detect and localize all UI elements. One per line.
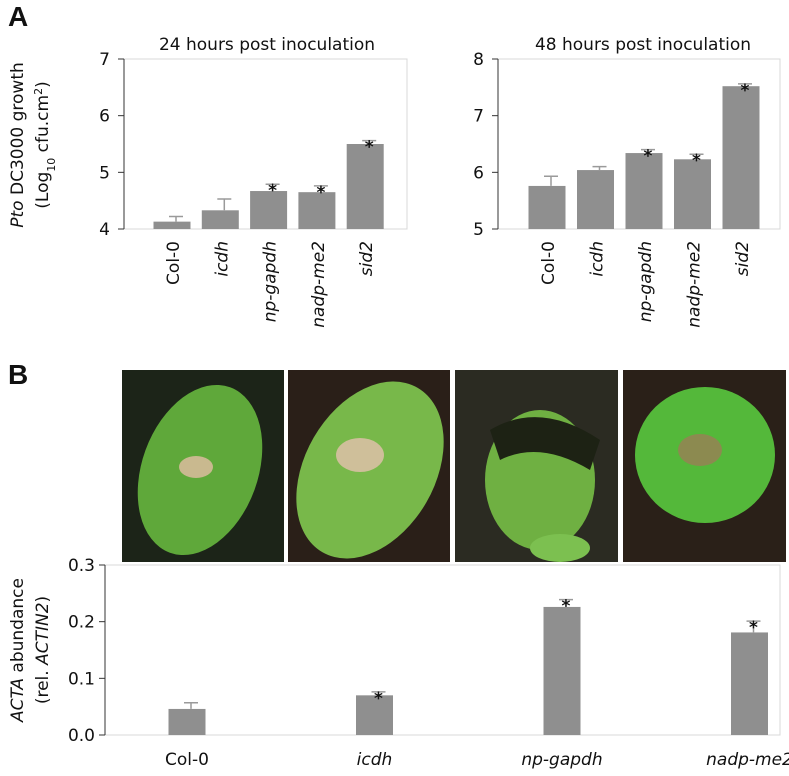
error-bar	[689, 153, 704, 160]
bar	[722, 86, 760, 229]
x-tick-label: np-gapdh	[636, 241, 656, 322]
x-tick-label: sid2	[357, 241, 377, 276]
error-bar	[362, 139, 377, 144]
x-tick-label: np-gapdh	[521, 750, 602, 770]
y-axis-label-part: 2	[32, 88, 45, 95]
plot-frame	[104, 564, 781, 736]
y-axis-label-part: )	[33, 81, 53, 88]
leaf-photos	[122, 370, 786, 562]
y-tick-label: 7	[473, 107, 484, 127]
y-axis-label-part: abundance	[8, 578, 28, 678]
y-tick-label: 4	[99, 220, 110, 240]
y-tick-label: 0.1	[68, 669, 95, 689]
y-tick-label: 5	[99, 163, 110, 183]
bar	[674, 159, 711, 229]
error-bar	[738, 83, 752, 87]
y-axis-label: (rel. ACTIN2)	[33, 596, 53, 704]
bar	[250, 191, 288, 229]
y-axis-label-part: (Log	[33, 172, 53, 209]
bar	[731, 632, 768, 735]
x-tick-label: Col-0	[539, 241, 559, 285]
significance-star: *	[374, 689, 383, 709]
x-tick-label: sid2	[733, 241, 753, 276]
significance-star: *	[644, 147, 653, 167]
y-axis-label-part: (rel.	[33, 665, 53, 704]
chart-title: 48 hours post inoculation	[535, 35, 751, 55]
y-tick-label: 5	[473, 220, 484, 240]
y-tick-label: 6	[473, 163, 484, 183]
significance-star: *	[749, 618, 758, 638]
x-tick-label: icdh	[588, 241, 608, 277]
y-axis-label: Pto DC3000 growth	[8, 62, 28, 228]
bar	[577, 170, 614, 229]
x-tick-label: Col-0	[165, 750, 209, 770]
bar	[625, 153, 663, 229]
panel-label: B	[8, 359, 28, 390]
error-bar	[169, 215, 183, 222]
y-axis-label-part: ACTIN2	[33, 602, 53, 665]
bar	[543, 606, 581, 735]
y-tick-label: 6	[99, 107, 110, 127]
x-tick-label: nadp-me2	[685, 241, 705, 328]
error-bar	[746, 620, 761, 633]
y-axis-label: (Log10 cfu.cm2)	[32, 81, 58, 208]
y-tick-label: 0.2	[68, 613, 95, 633]
error-bar	[544, 175, 558, 186]
y-axis-label-part: )	[33, 596, 53, 603]
bar	[346, 144, 384, 229]
error-bar	[265, 183, 280, 192]
y-axis-label-part: Pto	[8, 200, 28, 227]
bar	[356, 695, 393, 735]
significance-star: *	[316, 183, 325, 203]
error-bar	[371, 691, 386, 696]
significance-star: *	[365, 138, 374, 158]
significance-star: *	[692, 151, 701, 171]
y-axis-label-part: DC3000 growth	[8, 62, 28, 200]
panel-label: A	[8, 1, 28, 32]
bar	[153, 221, 191, 229]
x-tick-label: icdh	[357, 750, 393, 770]
y-axis-label: ACTA abundance	[8, 578, 28, 723]
bar	[168, 708, 206, 735]
y-axis-label-part: 10	[45, 158, 58, 172]
y-tick-label: 0.0	[68, 726, 95, 746]
x-tick-label: nadp-me2	[706, 750, 789, 770]
error-bar	[313, 185, 328, 193]
significance-star: *	[562, 597, 571, 617]
significance-star: *	[741, 81, 750, 101]
significance-star: *	[268, 181, 277, 201]
x-tick-label: icdh	[212, 241, 232, 277]
y-tick-label: 8	[473, 50, 484, 70]
bar	[298, 192, 336, 229]
x-tick-label: nadp-me2	[309, 241, 329, 328]
x-tick-label: Col-0	[164, 241, 184, 285]
error-bar	[559, 598, 573, 607]
chart-title: 24 hours post inoculation	[159, 35, 375, 55]
y-tick-label: 0.3	[68, 556, 95, 576]
error-bar	[184, 701, 198, 709]
x-tick-label: np-gapdh	[261, 241, 281, 322]
bar	[528, 185, 566, 229]
error-bar	[217, 198, 232, 211]
y-tick-label: 7	[99, 50, 110, 70]
error-bar	[592, 165, 607, 171]
y-axis-label-part: cfu.cm	[33, 95, 53, 158]
error-bar	[641, 148, 655, 154]
bar	[201, 210, 239, 229]
y-axis-label-part: ACTA	[8, 678, 28, 723]
